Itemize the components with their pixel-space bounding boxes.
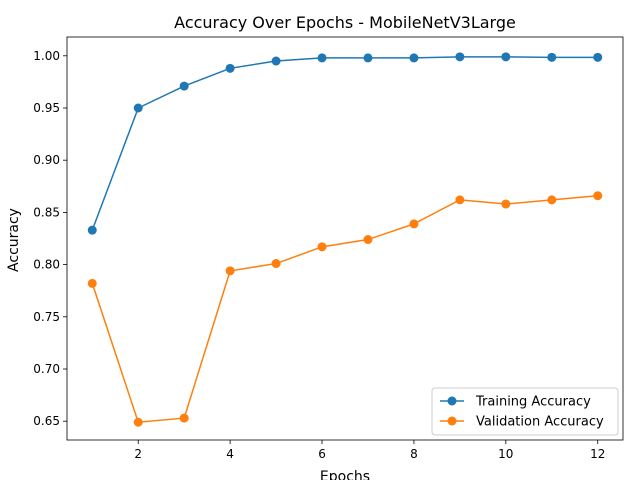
x-tick-label: 8 [410,447,418,461]
series-2-point [593,191,603,201]
legend-marker [447,416,457,426]
x-tick-label: 4 [226,447,234,461]
series-1-point [363,53,373,63]
series-2-point [455,195,465,205]
y-tick-label: 0.65 [33,414,60,428]
series-2-point [409,219,419,229]
x-tick-label: 10 [498,447,513,461]
series-line-2 [91,194,598,424]
legend: Training Accuracy Validation Accuracy [431,387,619,436]
series-2-point [133,417,143,427]
series-2-point [547,195,557,205]
series-1-point [179,81,189,91]
y-tick-label: 0.85 [33,205,60,219]
legend-box [431,387,619,436]
series-1-point [271,56,281,66]
x-tick-label: 12 [590,447,605,461]
series-2-point [179,413,189,423]
y-tick-label: 1.00 [33,49,60,63]
series-2-point [501,199,511,209]
series-1-point [593,52,603,62]
series-2-point [317,242,327,252]
series-2-point [271,259,281,269]
x-axis-label: Epochs [320,469,370,480]
series-1-point [133,103,143,113]
series-1-point [225,63,235,73]
series-1-point [409,53,419,63]
series-line-1 [91,56,598,231]
series-2-point [87,278,97,288]
chart-title: Accuracy Over Epochs - MobileNetV3Large [174,13,516,32]
plot-frame [66,36,624,441]
x-tick-label: 6 [318,447,326,461]
y-tick-label: 0.70 [33,362,60,376]
series-1-point [455,52,465,62]
series-2-point [225,266,235,276]
series-1-point [501,52,511,62]
series-1-point [317,53,327,63]
y-axis-label: Accuracy [6,208,22,272]
legend-label: Validation Accuracy [476,415,604,430]
y-tick-label: 0.80 [33,258,60,272]
legend-label: Training Accuracy [475,395,591,410]
legend-marker [447,396,457,406]
series-1-point [547,52,557,62]
x-tick-label: 2 [134,447,142,461]
y-tick-label: 0.95 [33,101,60,115]
y-tick-label: 0.75 [33,310,60,324]
y-tick-label: 0.90 [33,153,60,167]
series-1-point [87,225,97,235]
plot-area: 2 4 6 8 10 12 0.65 0.70 0.75 0.80 0.85 0.90 0.95 1.00 [33,36,624,461]
series-2-point [363,235,373,245]
